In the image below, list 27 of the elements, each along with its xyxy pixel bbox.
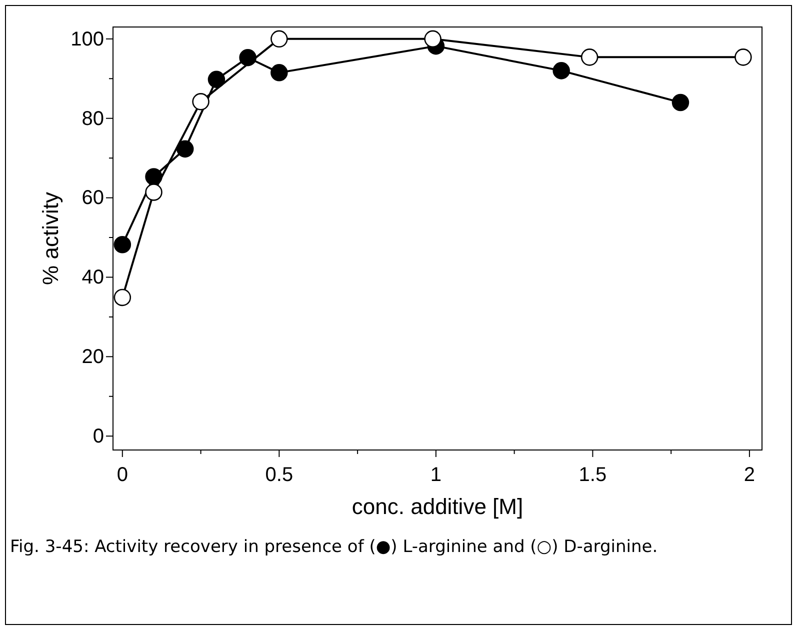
y-tick-label: 80 — [82, 108, 104, 130]
point — [114, 236, 132, 254]
x-tick-label: 0 — [116, 464, 128, 486]
y-tick-label: 40 — [82, 266, 104, 289]
caption: Fig. 3-45: Activity recovery in presence of (●) L-arginine and (○) D-arginine. — [10, 537, 658, 557]
x-tick-label: 1.5 — [578, 464, 607, 486]
point — [270, 30, 288, 48]
point — [580, 48, 598, 66]
x-tick-label: 0.5 — [265, 464, 294, 486]
y-tick-label: 100 — [70, 28, 104, 50]
y-tick-label: 0 — [92, 426, 104, 448]
x-tick-label: 2 — [744, 464, 756, 486]
y-axis-title: % activity — [38, 192, 63, 285]
x-tick-label: 1 — [430, 464, 442, 486]
x-axis-title: conc. additive [M] — [352, 494, 524, 519]
point — [192, 93, 210, 110]
point — [114, 288, 132, 306]
point — [145, 184, 162, 201]
point — [424, 30, 442, 48]
point — [672, 94, 690, 112]
point — [176, 140, 194, 158]
y-tick-label: 20 — [82, 346, 104, 368]
point — [270, 64, 288, 82]
y-tick-label: 60 — [82, 187, 104, 210]
point — [734, 48, 752, 66]
point — [552, 62, 570, 80]
point — [208, 70, 226, 88]
